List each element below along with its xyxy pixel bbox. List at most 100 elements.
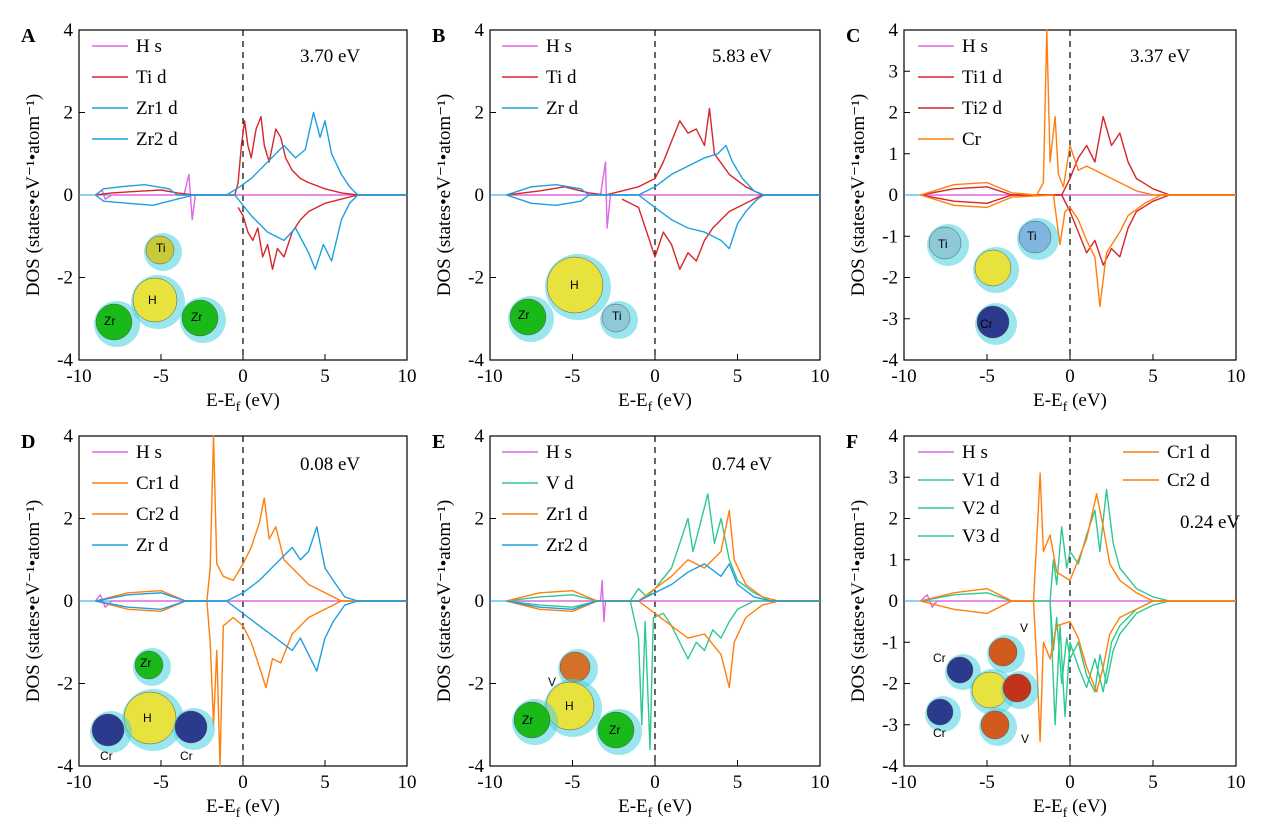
- legend-label: Ti d: [136, 67, 167, 88]
- series-line-2: [237, 194, 358, 270]
- x-tick-label: 10: [1227, 772, 1246, 793]
- y-tick-label: -4: [468, 350, 484, 371]
- legend-label: Cr2 d: [1167, 470, 1210, 491]
- y-tick-label: 2: [64, 509, 74, 530]
- energy-annotation: 0.74 eV: [712, 454, 772, 475]
- panel-letter: E: [432, 431, 445, 453]
- series-line-4: [506, 600, 820, 689]
- legend-label: Cr: [962, 129, 982, 150]
- x-axis-label-main: E-E: [1033, 390, 1063, 411]
- legend-label: H s: [136, 442, 162, 463]
- x-tick-label: -10: [477, 772, 502, 793]
- legend-label: Zr d: [546, 98, 579, 119]
- panel-E: -10 -5 0 10 5 4 2 0 -2 -4 DOS (states•eV⁻¹•atom⁻¹)…: [432, 426, 830, 821]
- y-tick-label: -2: [468, 268, 484, 289]
- y-tick-label: -4: [57, 350, 73, 371]
- legend-label: Ti1 d: [962, 67, 1002, 88]
- charge-density-inset: VH Zr Zr: [512, 649, 642, 755]
- charge-density-inset: H Zr Ti: [508, 254, 638, 342]
- y-axis-label: DOS (states•eV⁻¹•atom⁻¹): [434, 94, 455, 297]
- series-line-3: [506, 144, 820, 196]
- legend-label: H s: [546, 36, 572, 57]
- series-line-0: [94, 173, 407, 221]
- charge-density-inset: Zr H Cr Cr: [90, 648, 215, 763]
- legend-label: Zr1 d: [136, 98, 178, 119]
- atom-label: Zr: [140, 656, 151, 670]
- x-tick-label: 10: [811, 366, 830, 387]
- atom-sphere: [95, 303, 133, 341]
- atom-label: Ti: [938, 237, 948, 251]
- y-tick-label: 2: [475, 103, 485, 124]
- x-tick-label: -5: [153, 366, 169, 387]
- x-axis-label-unit: (eV): [240, 796, 280, 817]
- x-tick-label: -10: [66, 772, 91, 793]
- panel-B: -10 -5 0 10 5 4 2 0 -2 -4 DOS (states•eV⁻¹•atom⁻¹)…: [432, 20, 830, 415]
- y-tick-label: 0: [64, 591, 74, 612]
- legend-label: Cr1 d: [136, 473, 179, 494]
- x-tick-label: 5: [1148, 366, 1158, 387]
- series-line-4: [95, 600, 407, 672]
- panel-letter: D: [21, 431, 35, 453]
- legend-label: H s: [546, 442, 572, 463]
- x-axis-label-subscript: f: [1063, 806, 1068, 821]
- y-tick-label: 4: [889, 20, 899, 41]
- charge-density-inset: V Cr Cr V: [925, 621, 1039, 746]
- atom-sphere: [980, 710, 1010, 740]
- atom-sphere: [974, 249, 1012, 287]
- y-tick-label: 0: [64, 185, 74, 206]
- x-tick-label: -10: [891, 772, 916, 793]
- energy-annotation: 0.24 eV: [1180, 512, 1240, 533]
- series-line-2: [621, 194, 763, 270]
- atom-label: Cr: [933, 726, 946, 740]
- legend-label: V1 d: [962, 470, 1000, 491]
- x-axis-label-unit: (eV): [652, 390, 692, 411]
- atom-sphere: [1018, 220, 1052, 254]
- x-tick-label: -5: [153, 772, 169, 793]
- atom-label: Ti: [156, 241, 166, 255]
- x-tick-label: 5: [320, 366, 330, 387]
- panel-letter: F: [846, 431, 858, 453]
- series-line-3: [94, 111, 407, 196]
- y-tick-label: -2: [57, 268, 73, 289]
- atom-sphere: [976, 305, 1010, 339]
- x-axis-label-main: E-E: [618, 390, 648, 411]
- x-tick-label: 0: [1065, 772, 1075, 793]
- panel-A: -10 -5 0 10 5 4 2 0 -2 -4 DOS (states•eV⁻¹•atom⁻¹)…: [21, 20, 417, 415]
- x-axis-label: E-Ef (eV): [618, 390, 692, 415]
- y-tick-label: 4: [475, 426, 485, 447]
- energy-annotation: 0.08 eV: [300, 454, 360, 475]
- y-tick-label: 4: [64, 20, 74, 41]
- atom-label: Ti: [1027, 229, 1037, 243]
- y-tick-label: -4: [57, 756, 73, 777]
- atom-label: Cr: [100, 749, 113, 763]
- y-tick-label: 2: [475, 509, 485, 530]
- x-tick-label: 0: [650, 366, 660, 387]
- x-axis-label-unit: (eV): [652, 796, 692, 817]
- y-tick-label: 1: [889, 144, 899, 165]
- y-tick-label: -4: [468, 756, 484, 777]
- legend-label: Cr1 d: [1167, 442, 1210, 463]
- series-line-3: [920, 29, 1236, 196]
- atom-sphere: [132, 277, 178, 323]
- x-tick-label: 10: [398, 772, 417, 793]
- atom-label: V: [1021, 732, 1029, 746]
- series-line-3: [95, 526, 407, 602]
- x-axis-label: E-Ef (eV): [206, 390, 280, 415]
- atom-sphere: [181, 299, 219, 337]
- x-tick-label: -5: [565, 366, 581, 387]
- atom-sphere: [988, 637, 1018, 667]
- x-tick-label: 10: [398, 366, 417, 387]
- legend-label: H s: [962, 442, 988, 463]
- atom-label: H: [570, 278, 579, 292]
- y-tick-label: -2: [882, 268, 898, 289]
- x-tick-label: -10: [66, 366, 91, 387]
- atom-label: Zr: [518, 308, 529, 322]
- legend-label: Zr2 d: [136, 129, 178, 150]
- x-axis-label: E-Ef (eV): [618, 796, 692, 821]
- y-tick-label: 1: [889, 550, 899, 571]
- y-tick-label: -1: [882, 632, 898, 653]
- x-tick-label: 5: [733, 772, 743, 793]
- atom-sphere: [946, 656, 974, 684]
- x-axis-label-unit: (eV): [240, 390, 280, 411]
- x-tick-label: 0: [238, 772, 248, 793]
